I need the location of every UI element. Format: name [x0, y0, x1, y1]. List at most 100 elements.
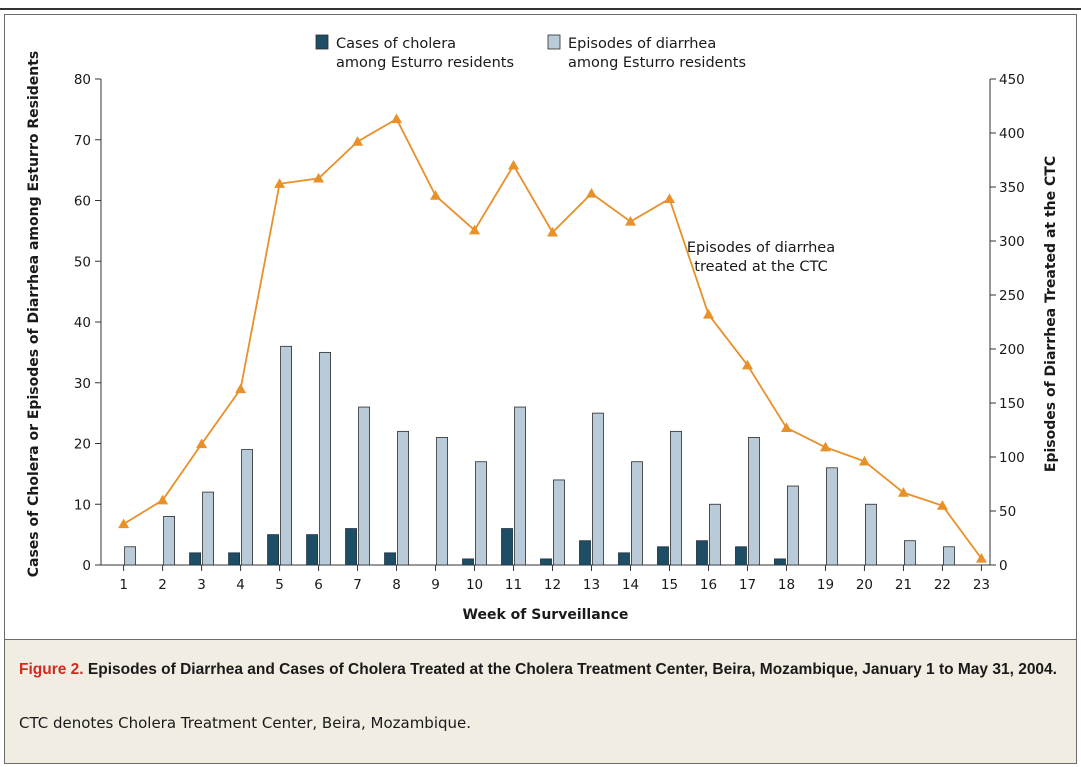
diarrhea-bar: [475, 461, 487, 566]
x-tick-label: 20: [856, 577, 873, 593]
ctc-line-point: [702, 308, 714, 319]
chart-area: 0 10 20 30 40 50 60 70 80 0 50 100 150 200 250 300 350 40…: [5, 15, 1076, 639]
left-y-tick-label: 70: [74, 133, 91, 149]
right-y-tick-label: 100: [999, 450, 1025, 466]
diarrhea-bar: [709, 503, 721, 566]
cholera-bar: [228, 552, 240, 566]
combo-chart: 0 10 20 30 40 50 60 70 80 0 50 100 150 200 250 300 350 40…: [26, 34, 1059, 623]
caption-title: Figure 2. Episodes of Diarrhea and Cases…: [19, 658, 1059, 681]
x-tick-label: 17: [739, 577, 756, 593]
x-tick-label: 9: [431, 577, 440, 593]
x-tick-label: 3: [197, 577, 206, 593]
ctc-line-point: [780, 422, 792, 432]
ctc-line-point: [897, 487, 909, 497]
x-tick-label: 2: [158, 577, 167, 593]
legend-cholera-label: Cases of cholera: [336, 36, 456, 52]
ctc-line-point: [352, 136, 364, 146]
right-y-axis-title: Episodes of Diarrhea Treated at the CTC: [1043, 156, 1059, 472]
cholera-bar: [267, 534, 279, 566]
left-y-tick-label: 40: [74, 315, 91, 331]
line-annotation-line-2: treated at the CTC: [694, 259, 827, 275]
x-tick-label: 18: [778, 577, 795, 593]
x-tick-label: 7: [353, 577, 362, 593]
right-y-tick-label: 50: [999, 504, 1016, 520]
left-y-axis-title: Cases of Cholera or Episodes of Diarrhea…: [26, 51, 42, 578]
diarrhea-bar: [514, 406, 526, 566]
left-y-tick-label: 50: [74, 254, 91, 270]
cholera-bar: [696, 540, 708, 566]
cholera-bar: [462, 558, 474, 566]
x-tick-label: 22: [934, 577, 951, 593]
ctc-line-point: [586, 187, 598, 198]
cholera-bar: [618, 552, 630, 566]
diarrhea-bar: [592, 412, 604, 566]
ctc-line-point: [313, 172, 325, 183]
x-tick-label: 4: [236, 577, 245, 593]
ctc-line-point: [391, 113, 403, 124]
x-tick-label: 19: [817, 577, 834, 593]
left-y-tick-label: 10: [74, 497, 91, 513]
ctc-line-point: [858, 455, 870, 466]
ctc-line-point: [741, 359, 753, 370]
left-y-tick-label: 20: [74, 437, 91, 453]
diarrhea-bar: [826, 467, 838, 566]
caption-text: CTC denotes Cholera Treatment Center, Be…: [19, 714, 472, 732]
caption-title-text: Episodes of Diarrhea and Cases of Choler…: [83, 661, 1057, 678]
diarrhea-bar: [436, 437, 448, 566]
x-tick-label: 8: [392, 577, 401, 593]
right-y-tick-label: 0: [999, 558, 1008, 574]
x-tick-label: 14: [622, 577, 639, 593]
diarrhea-bar: [787, 485, 799, 566]
legend-diarrhea-swatch: [547, 34, 561, 50]
ctc-line-point: [936, 500, 948, 510]
x-tick-label: 15: [661, 577, 678, 593]
right-y-tick-label: 400: [999, 126, 1025, 142]
ctc-line-point: [196, 438, 208, 449]
cholera-bar: [774, 558, 786, 566]
ctc-line-point: [547, 226, 559, 237]
right-y-tick-label: 200: [999, 342, 1025, 358]
left-y-tick-label: 80: [74, 72, 91, 88]
right-y-tick-label: 300: [999, 234, 1025, 250]
ctc-line-point: [819, 441, 831, 452]
x-tick-label: 11: [505, 577, 522, 593]
ctc-line-point: [118, 518, 130, 529]
figure-panel: 0 10 20 30 40 50 60 70 80 0 50 100 150 200 250 300 350 40…: [4, 14, 1077, 764]
x-tick-label: 1: [119, 577, 128, 593]
diarrhea-bar: [748, 437, 760, 566]
x-tick-label: 23: [973, 577, 990, 593]
cholera-bar: [501, 528, 513, 566]
cholera-bar: [657, 546, 669, 566]
cholera-bar: [345, 528, 357, 566]
diarrhea-bar: [865, 503, 877, 566]
x-tick-label: 21: [895, 577, 912, 593]
ctc-line-point: [508, 159, 520, 170]
legend-diarrhea-label: among Esturro residents: [568, 55, 746, 71]
cholera-bar: [306, 534, 318, 566]
right-y-tick-label: 450: [999, 72, 1025, 88]
diarrhea-bar: [202, 491, 214, 566]
x-tick-label: 12: [544, 577, 561, 593]
ctc-line-point: [625, 216, 637, 226]
diarrhea-bar: [163, 515, 176, 566]
cholera-bar: [579, 540, 591, 566]
diarrhea-bar: [904, 540, 916, 566]
diarrhea-bar: [553, 479, 565, 566]
x-tick-label: 6: [314, 577, 323, 593]
diarrhea-bar: [319, 351, 331, 566]
cholera-bar: [735, 546, 747, 566]
cholera-bar: [384, 552, 396, 566]
line-annotation-line-1: Episodes of diarrhea: [687, 240, 835, 256]
diarrhea-bar: [397, 430, 409, 566]
legend-diarrhea-label: Episodes of diarrhea: [568, 36, 716, 52]
ctc-line-point: [235, 383, 247, 394]
ctc-line-point: [274, 178, 286, 188]
left-y-tick-label: 60: [74, 194, 91, 210]
legend-cholera-swatch: [315, 34, 329, 50]
figure-caption: Figure 2. Episodes of Diarrhea and Cases…: [5, 639, 1076, 763]
diarrhea-bar: [670, 430, 682, 566]
figure-label: Figure 2.: [19, 661, 84, 678]
legend-cholera-label: among Esturro residents: [336, 55, 514, 71]
cholera-bar: [189, 552, 201, 566]
ctc-line-point: [663, 193, 675, 204]
